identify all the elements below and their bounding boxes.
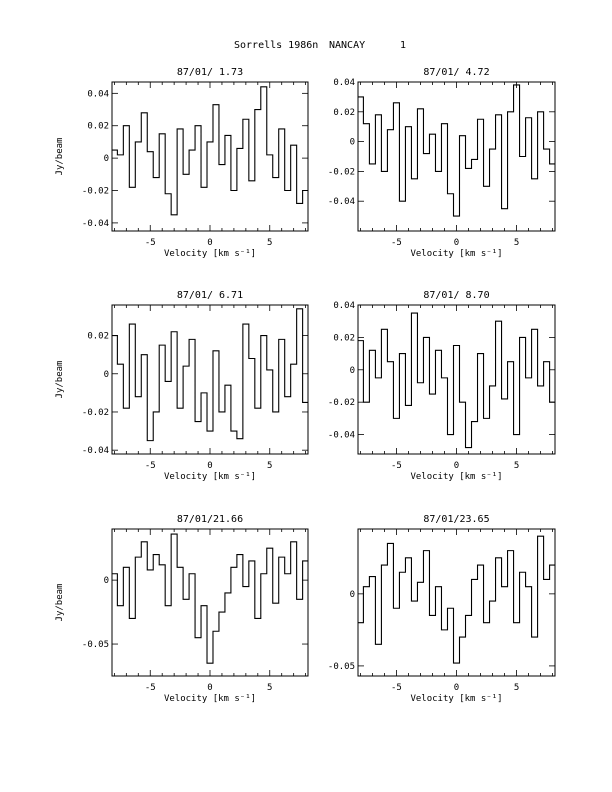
y-tick-label: 0: [350, 590, 355, 600]
x-tick-label: -5: [391, 238, 402, 248]
title-observatory: NANCAY: [329, 40, 365, 51]
spectrum-line: [358, 84, 555, 217]
x-tick-label: -5: [145, 683, 156, 693]
panel-title: 87/01/ 1.73: [177, 67, 243, 78]
y-axis-label: Jy/beam: [55, 584, 65, 622]
y-tick-label: -0.02: [82, 408, 109, 418]
y-tick-label: -0.04: [82, 219, 109, 229]
y-tick-label: 0: [350, 366, 355, 376]
panel-3: -5 0 5 0.02 0 -0.02 -0.04 87/01/ 6.71 Velocity […: [55, 290, 309, 482]
x-tick-label: -5: [145, 461, 156, 471]
x-tick-label: 5: [267, 683, 272, 693]
panel-6: -5 0 5 0 -0.05 87/01/23.65 Velocity [km s⁻¹]: [328, 514, 556, 704]
panel-title: 87/01/23.65: [423, 514, 489, 525]
x-axis-label: Velocity [km s⁻¹]: [164, 694, 256, 704]
spectrum-line: [358, 312, 555, 449]
spectrum-line: [112, 86, 308, 216]
panel-1: -5 0 5 0.04 0.02 0 -0.02 -0.04 87/01/ 1.73 Veloci…: [55, 67, 309, 259]
y-axis-label: Jy/beam: [55, 138, 65, 176]
x-tick-label: 0: [207, 461, 212, 471]
x-tick-label: 5: [267, 461, 272, 471]
panel-2: -5 0 5 0.04 0.02 0 -0.02 -0.04 87/01/ 4.72 Veloci…: [328, 67, 556, 259]
y-tick-label: 0.04: [87, 89, 109, 99]
panel-title: 87/01/ 6.71: [177, 290, 243, 301]
y-tick-label: 0.04: [333, 78, 355, 88]
panel-title: 87/01/ 8.70: [423, 290, 489, 301]
x-tick-label: -5: [145, 238, 156, 248]
x-axis-label: Velocity [km s⁻¹]: [164, 472, 256, 482]
y-tick-label: 0.02: [87, 332, 109, 342]
title-source: Sorrells 1986n: [234, 40, 318, 51]
panel-title: 87/01/21.66: [177, 514, 243, 525]
x-axis-label: Velocity [km s⁻¹]: [410, 249, 502, 259]
panel-5: -5 0 5 0 -0.05 87/01/21.66 Velocity [km s⁻¹] Jy…: [55, 514, 309, 704]
x-axis-label: Velocity [km s⁻¹]: [410, 694, 502, 704]
x-tick-label: -5: [391, 461, 402, 471]
y-tick-label: -0.02: [328, 398, 355, 408]
x-tick-label: -5: [391, 683, 402, 693]
y-tick-label: 0: [350, 138, 355, 148]
x-tick-label: 5: [514, 683, 519, 693]
spectrum-line: [358, 535, 555, 664]
x-tick-label: 0: [454, 238, 459, 248]
y-tick-label: -0.02: [328, 167, 355, 177]
title-page-number: 1: [400, 40, 406, 51]
x-tick-label: 5: [514, 238, 519, 248]
y-tick-label: 0: [104, 154, 109, 164]
panel-4: -5 0 5 0.04 0.02 0 -0.02 -0.04 87/01/ 8.70 Veloci…: [328, 290, 556, 482]
x-axis-label: Velocity [km s⁻¹]: [164, 249, 256, 259]
x-tick-label: 5: [514, 461, 519, 471]
y-tick-label: -0.02: [82, 187, 109, 197]
spectrum-line: [112, 308, 308, 442]
x-tick-label: 0: [207, 683, 212, 693]
panel-title: 87/01/ 4.72: [423, 67, 489, 78]
x-tick-label: 0: [207, 238, 212, 248]
y-tick-label: 0: [104, 370, 109, 380]
x-tick-label: 0: [454, 461, 459, 471]
y-tick-label: 0.02: [333, 108, 355, 118]
y-tick-label: 0.04: [333, 301, 355, 311]
y-tick-label: 0.02: [333, 333, 355, 343]
y-tick-label: -0.05: [82, 640, 109, 650]
y-tick-label: -0.04: [328, 197, 355, 207]
panels: -5 0 5 0.04 0.02 0 -0.02 -0.04 87/01/ 1.73 Veloci…: [55, 67, 556, 704]
y-tick-label: 0: [104, 576, 109, 586]
plot-frame: [357, 304, 556, 455]
x-tick-label: 5: [267, 238, 272, 248]
x-axis-label: Velocity [km s⁻¹]: [410, 472, 502, 482]
y-tick-label: -0.05: [328, 662, 355, 672]
y-tick-label: 0.02: [87, 122, 109, 132]
y-tick-label: -0.04: [328, 431, 355, 441]
y-tick-label: -0.04: [82, 446, 109, 456]
y-axis-label: Jy/beam: [55, 361, 65, 399]
spectrum-line: [112, 533, 308, 664]
page-title: Sorrells 1986n NANCAY 1: [234, 40, 406, 51]
x-tick-label: 0: [454, 683, 459, 693]
